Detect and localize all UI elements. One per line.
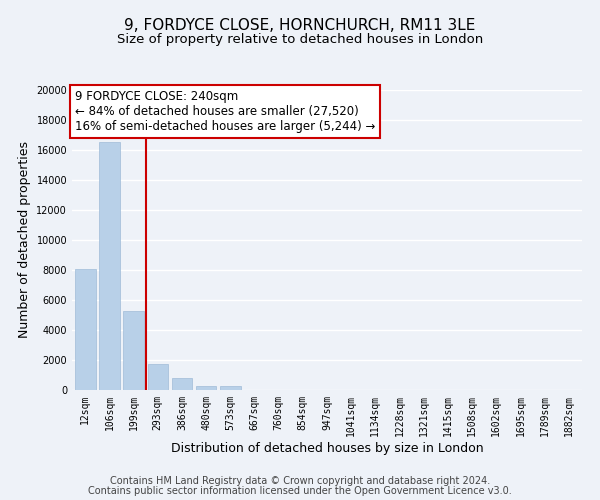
X-axis label: Distribution of detached houses by size in London: Distribution of detached houses by size …	[170, 442, 484, 454]
Bar	[172, 378, 192, 390]
Bar	[124, 310, 144, 390]
Bar	[99, 142, 120, 390]
Text: Contains HM Land Registry data © Crown copyright and database right 2024.: Contains HM Land Registry data © Crown c…	[110, 476, 490, 486]
Bar	[220, 386, 241, 390]
Text: 9 FORDYCE CLOSE: 240sqm
← 84% of detached houses are smaller (27,520)
16% of sem: 9 FORDYCE CLOSE: 240sqm ← 84% of detache…	[74, 90, 375, 133]
Bar	[148, 364, 168, 390]
Bar	[75, 268, 95, 390]
Text: Contains public sector information licensed under the Open Government Licence v3: Contains public sector information licen…	[88, 486, 512, 496]
Text: 9, FORDYCE CLOSE, HORNCHURCH, RM11 3LE: 9, FORDYCE CLOSE, HORNCHURCH, RM11 3LE	[124, 18, 476, 32]
Bar	[196, 386, 217, 390]
Y-axis label: Number of detached properties: Number of detached properties	[18, 142, 31, 338]
Text: Size of property relative to detached houses in London: Size of property relative to detached ho…	[117, 32, 483, 46]
